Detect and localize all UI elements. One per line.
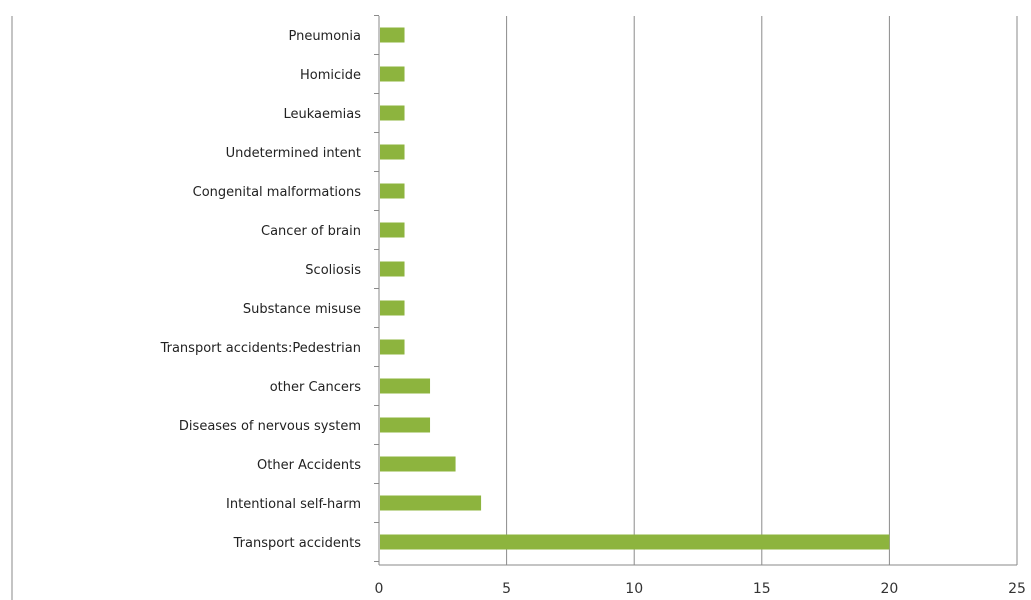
category-label: Diseases of nervous system (179, 419, 361, 434)
bar (380, 66, 405, 82)
category-label: other Cancers (270, 380, 362, 395)
bar (380, 183, 405, 199)
category-label: Intentional self-harm (226, 497, 361, 512)
bar (380, 144, 405, 160)
category-label: Cancer of brain (261, 224, 361, 239)
bar (380, 261, 405, 277)
bar (380, 339, 405, 355)
x-tick-label: 0 (375, 581, 384, 597)
category-label: Substance misuse (243, 302, 361, 317)
category-label: Scoliosis (305, 263, 361, 278)
bar (380, 417, 431, 433)
gridlines (506, 16, 1018, 565)
x-tick-label: 15 (753, 581, 771, 597)
x-tick-label: 10 (625, 581, 643, 597)
bar (380, 300, 405, 316)
category-label: Leukaemias (283, 107, 361, 122)
category-label: Homicide (300, 68, 361, 83)
x-tick-label: 5 (502, 581, 511, 597)
bar (380, 378, 431, 394)
x-tick-labels: 0 5 10 15 20 25 (375, 581, 1026, 597)
bar (380, 222, 405, 238)
bar (380, 534, 890, 550)
bar (380, 495, 482, 511)
category-label: Congenital malformations (193, 185, 362, 200)
bars (380, 27, 890, 550)
bar (380, 456, 456, 472)
category-label: Other Accidents (257, 458, 361, 473)
category-label: Transport accidents:Pedestrian (160, 341, 361, 356)
axes (11, 15, 1017, 600)
bar (380, 105, 405, 121)
category-label: Undetermined intent (226, 146, 361, 161)
category-label: Pneumonia (288, 29, 361, 44)
x-tick-label: 20 (880, 581, 898, 597)
x-tick-label: 25 (1008, 581, 1026, 597)
category-label: Transport accidents (233, 536, 362, 551)
bar (380, 27, 405, 43)
category-labels: Pneumonia Homicide Leukaemias Undetermined … (160, 29, 362, 551)
